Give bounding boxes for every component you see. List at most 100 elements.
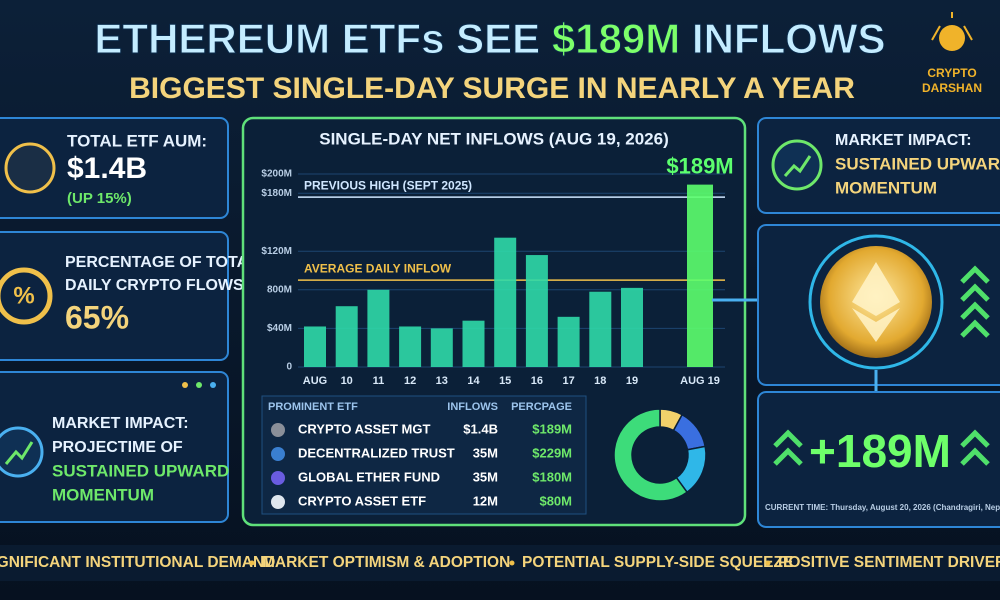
subtitle: BIGGEST SINGLE-DAY SURGE IN NEARLY A YEA… — [129, 72, 855, 105]
growth-arrow — [4, 441, 34, 465]
value-label: $189M — [666, 153, 733, 178]
x-tick-label: 15 — [499, 375, 511, 387]
share-label: DAILY CRYPTO FLOWS: — [65, 277, 249, 294]
table-header: PROMINENT ETF — [268, 401, 358, 413]
table-cell: $229M — [532, 445, 572, 460]
bar — [589, 291, 612, 367]
ticker-bar — [0, 545, 1000, 581]
coin-icon — [4, 142, 56, 194]
x-tick-label: 12 — [404, 375, 416, 387]
etf-icon — [271, 495, 285, 509]
ticker-item: POSITIVE SENTIMENT DRIVER — [778, 554, 1000, 571]
logo-rays — [931, 12, 973, 41]
up-chevrons — [773, 429, 990, 466]
bar — [687, 184, 713, 367]
x-tick-label: 17 — [562, 375, 574, 387]
impact-highlight: MOMENTUM — [52, 485, 154, 504]
logo-text: CRYPTO — [927, 66, 976, 80]
table-cell: GLOBAL ETHER FUND — [298, 469, 440, 484]
right-impact-highlight: SUSTAINED UPWARD — [835, 154, 1000, 173]
x-tick-label: 13 — [436, 375, 448, 387]
table-cell: CRYPTO ASSET ETF — [298, 493, 426, 508]
x-tick-label: 11 — [373, 375, 385, 387]
title: ETHEREUM ETFs SEE $189M INFLOWS — [94, 15, 885, 62]
table: PROMINENT ETF INFLOWS PERCPAGE CRYPTO ASSET… — [268, 401, 572, 509]
ticker-bullet — [765, 560, 771, 566]
chart-title: SINGLE-DAY NET INFLOWS (AUG 19, 2026) — [319, 129, 669, 148]
y-tick-label: 0 — [286, 362, 292, 373]
logo: CRYPTO DARSHAN — [922, 12, 982, 95]
table-header: INFLOWS — [447, 401, 498, 413]
x-tick-label: 18 — [594, 375, 606, 387]
y-tick-label: 800M — [267, 284, 292, 295]
ticker-item: SIGNIFICANT INSTITUTIONAL DEMAND — [0, 554, 275, 571]
y-tick-label: $40M — [267, 323, 292, 334]
x-tick-label: 14 — [467, 375, 480, 387]
table-cell: 35M — [473, 445, 498, 460]
table-cell: $180M — [532, 469, 572, 484]
impact-label: MARKET IMPACT: — [52, 415, 189, 432]
impact-highlight: SUSTAINED UPWARD — [52, 461, 229, 480]
ticker-item: MARKET OPTIMISM & ADOPTION — [262, 554, 510, 571]
table-cell: $189M — [532, 421, 572, 436]
table-cell: 35M — [473, 469, 498, 484]
aum-change: (UP 15%) — [67, 190, 132, 207]
x-tick-label: 10 — [341, 375, 353, 387]
logo-text: DARSHAN — [922, 81, 982, 95]
x-tick-label: AUG 19 — [680, 375, 720, 387]
coin-halo — [808, 234, 944, 370]
donut-segment — [613, 408, 689, 502]
dot — [196, 382, 202, 388]
current-time: CURRENT TIME: Thursday, August 20, 2026 … — [765, 503, 1000, 512]
bar — [494, 237, 517, 367]
table-cell: $80M — [539, 493, 572, 508]
bar — [430, 328, 453, 367]
percent-ring — [0, 267, 53, 325]
bar — [557, 316, 580, 367]
title-highlight: $189M — [552, 15, 680, 62]
table-cell: CRYPTO ASSET MGT — [298, 421, 430, 436]
bar — [621, 287, 643, 367]
right-impact-label: MARKET IMPACT: — [835, 132, 972, 149]
aum-label: TOTAL ETF AUM: — [67, 131, 207, 150]
big-value-card — [757, 391, 1000, 528]
etf-table — [261, 395, 587, 515]
bar — [525, 255, 548, 367]
reference-label: AVERAGE DAILY INFLOW — [304, 261, 452, 275]
right-impact-card — [757, 117, 1000, 214]
bar — [304, 326, 326, 367]
chart-icon — [771, 139, 823, 191]
bar — [462, 320, 485, 367]
title-end: INFLOWS — [680, 15, 885, 62]
bar — [367, 289, 390, 367]
share-label: PERCENTAGE OF TOTAL — [65, 254, 258, 271]
reference-label: PREVIOUS HIGH (SEPT 2025) — [304, 178, 472, 192]
share-card — [0, 231, 229, 361]
ticker-item: POTENTIAL SUPPLY-SIDE SQUEEZE — [522, 554, 793, 571]
etf-icon — [271, 423, 285, 437]
big-value: +189M — [809, 425, 951, 477]
percent-icon: % — [13, 282, 34, 309]
impact-label: PROJECTIME OF — [52, 439, 183, 456]
dot — [210, 382, 216, 388]
x-tick-label: AUG — [303, 375, 327, 387]
title-start: ETHEREUM ETFs SEE — [94, 15, 551, 62]
share-value: 65% — [65, 299, 129, 335]
table-cell: $1.4B — [463, 421, 498, 436]
x-tick-label: 16 — [531, 375, 543, 387]
eth-logo-bottom — [852, 308, 900, 342]
ticker-bullet — [509, 560, 515, 566]
y-tick-label: $180M — [261, 188, 292, 199]
plot: 0 $40M 800M $120M $180M $200M PREVIOUS HIGH (S… — [261, 153, 733, 386]
bar — [335, 306, 358, 367]
y-tick-label: $120M — [261, 246, 292, 257]
logo-bulb — [939, 25, 965, 51]
impact-card — [0, 371, 229, 523]
bar — [399, 326, 422, 367]
etf-icon — [271, 471, 285, 485]
donut — [613, 408, 707, 502]
x-tick-label: 19 — [626, 375, 638, 387]
y-tick-label: $200M — [261, 169, 292, 180]
